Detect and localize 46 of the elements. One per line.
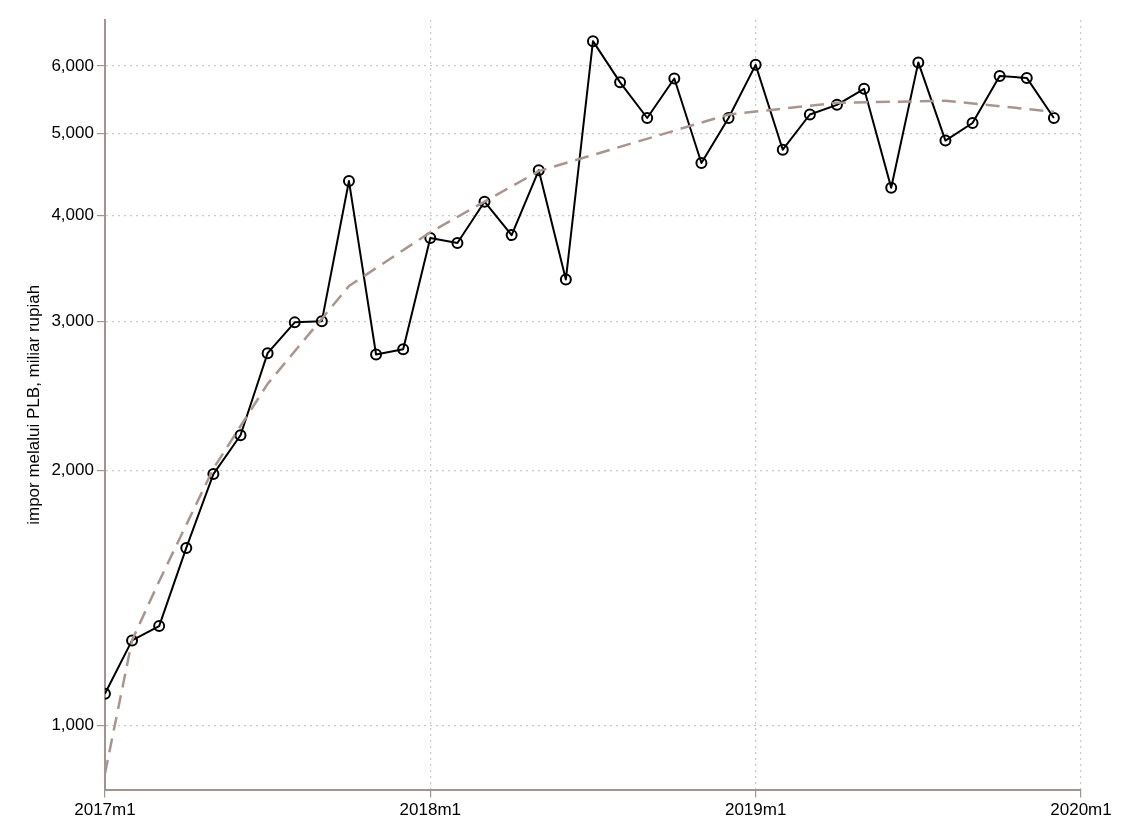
point bbox=[532, 164, 545, 177]
point bbox=[695, 157, 708, 170]
y-tick-label: 2,000 bbox=[51, 460, 94, 480]
point bbox=[559, 273, 572, 286]
point bbox=[1020, 71, 1033, 84]
y-tick-label: 6,000 bbox=[51, 55, 94, 75]
point bbox=[234, 429, 247, 442]
x-tick-label: 2017m1 bbox=[74, 800, 136, 820]
point bbox=[722, 112, 735, 125]
point bbox=[993, 70, 1006, 83]
point bbox=[776, 143, 789, 156]
point bbox=[803, 108, 816, 121]
point bbox=[315, 315, 328, 328]
point bbox=[451, 236, 464, 249]
point bbox=[153, 620, 166, 633]
point bbox=[424, 232, 437, 245]
point bbox=[370, 348, 383, 361]
point bbox=[505, 229, 518, 242]
y-tick-label: 4,000 bbox=[51, 204, 94, 224]
point bbox=[830, 98, 843, 111]
point bbox=[1047, 112, 1060, 125]
y-tick-label: 3,000 bbox=[51, 310, 94, 330]
point bbox=[180, 541, 193, 554]
y-axis-title: impor melalui PLB, miliar rupiah bbox=[23, 284, 43, 525]
point bbox=[288, 316, 301, 329]
point bbox=[614, 76, 627, 89]
point bbox=[207, 468, 220, 481]
point bbox=[641, 112, 654, 125]
point bbox=[478, 195, 491, 208]
point bbox=[749, 58, 762, 71]
point bbox=[668, 72, 681, 85]
y-tick-label: 1,000 bbox=[51, 715, 94, 735]
point bbox=[261, 347, 274, 360]
x-tick-label: 2019m1 bbox=[724, 800, 787, 820]
point bbox=[126, 634, 139, 647]
point bbox=[966, 116, 979, 129]
x-tick-label: 2020m1 bbox=[1050, 800, 1112, 820]
point bbox=[342, 175, 355, 188]
point bbox=[885, 181, 898, 194]
y-tick-label: 5,000 bbox=[51, 122, 94, 142]
point bbox=[939, 134, 952, 147]
point bbox=[858, 82, 871, 95]
x-tick-label: 2018m1 bbox=[399, 800, 462, 820]
point bbox=[397, 343, 410, 356]
point bbox=[586, 35, 599, 48]
point bbox=[912, 56, 925, 69]
